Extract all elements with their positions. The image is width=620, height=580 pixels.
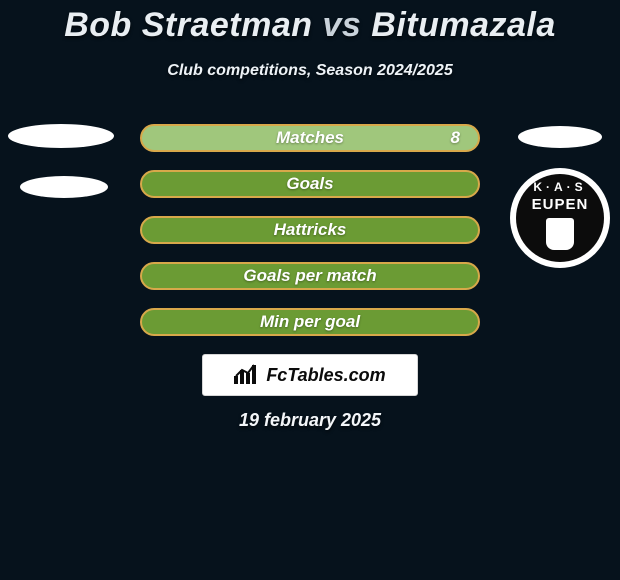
stat-value-right: 8 <box>451 128 460 148</box>
stat-pill: Min per goal <box>140 308 480 336</box>
brand-bars-icon <box>234 362 260 389</box>
badge-crest <box>546 218 574 250</box>
stat-label: Goals per match <box>243 266 376 286</box>
stat-pill: Goals <box>140 170 480 198</box>
stat-label: Matches <box>276 128 344 148</box>
comparison-title: Bob Straetman vs Bitumazala <box>0 6 620 45</box>
badge-text-top: K·A·S <box>510 180 610 194</box>
stat-pill: Matches 8 <box>140 124 480 152</box>
vs-label: vs <box>323 6 362 44</box>
stat-pills: Matches 8 Goals Hattricks Goals per match Min… <box>140 124 480 354</box>
stat-pill: Hattricks <box>140 216 480 244</box>
left-ellipse-2 <box>20 176 108 198</box>
stat-label: Min per goal <box>260 312 360 332</box>
brand-text: FcTables.com <box>266 365 385 386</box>
badge-text-mid: EUPEN <box>510 196 610 213</box>
brand-box: FcTables.com <box>202 354 418 396</box>
stat-label: Goals <box>286 174 333 194</box>
club-badge: K·A·S EUPEN <box>510 168 610 268</box>
left-ellipse-1 <box>8 124 114 148</box>
subtitle: Club competitions, Season 2024/2025 <box>0 62 620 80</box>
date-label: 19 february 2025 <box>0 410 620 431</box>
stat-pill: Goals per match <box>140 262 480 290</box>
right-ellipse <box>518 126 602 148</box>
player2-name: Bitumazala <box>371 6 556 44</box>
stat-label: Hattricks <box>274 220 347 240</box>
player1-name: Bob Straetman <box>64 6 312 44</box>
